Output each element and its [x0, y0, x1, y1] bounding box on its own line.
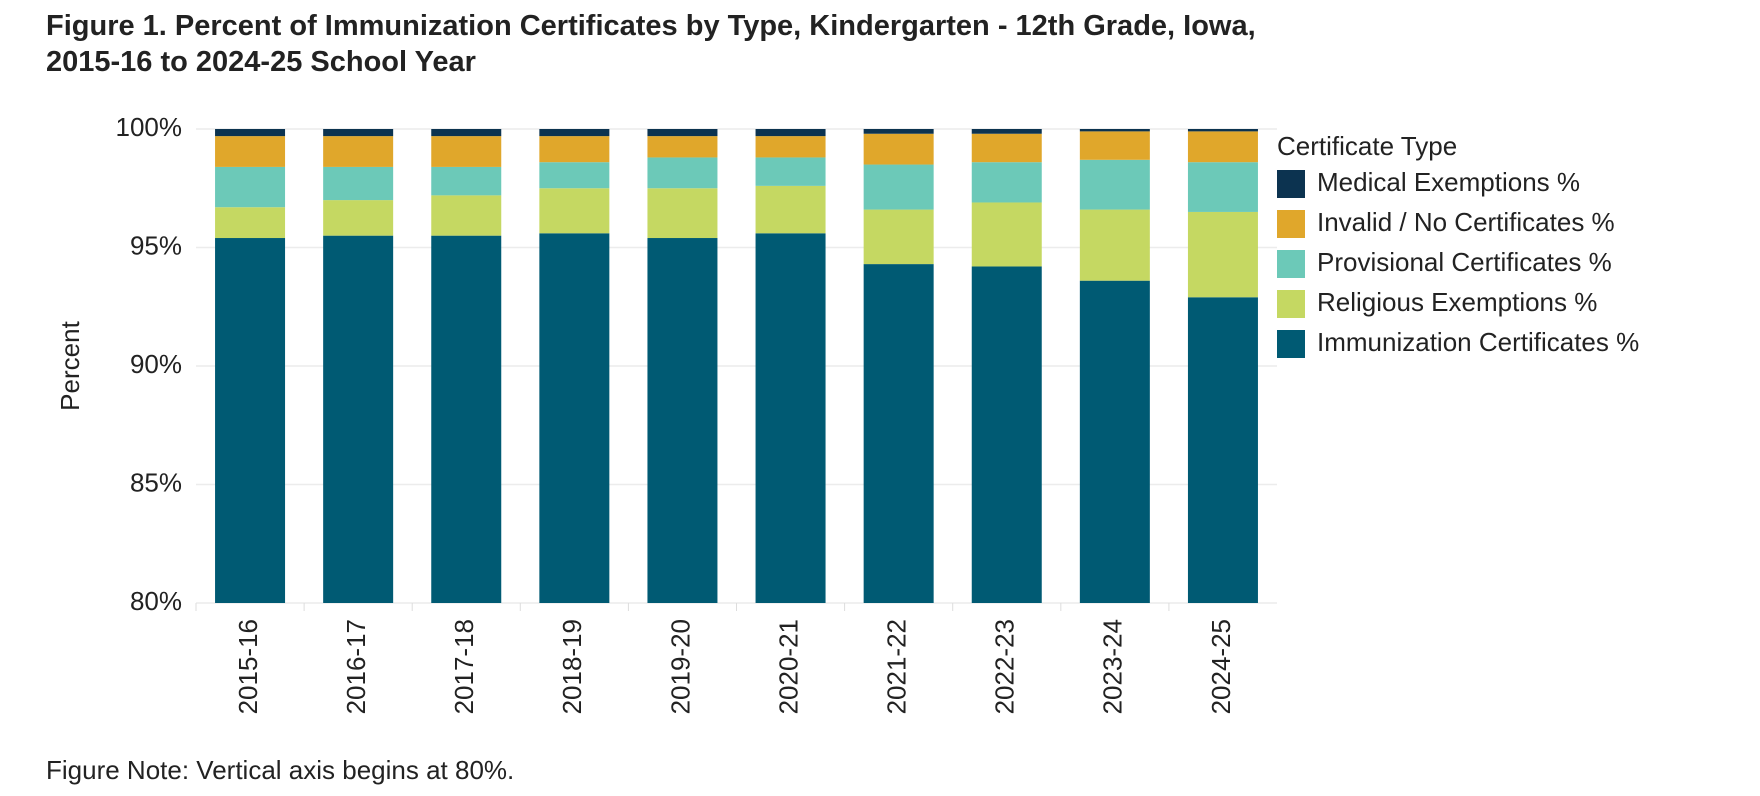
bar-segment	[647, 129, 718, 137]
legend-label: Provisional Certificates %	[1317, 247, 1612, 277]
bar-segment	[431, 235, 502, 603]
bar-segment	[1187, 297, 1258, 603]
legend-swatch	[1277, 250, 1305, 278]
legend-label: Medical Exemptions %	[1317, 167, 1580, 197]
bar-segment	[971, 162, 1042, 203]
bar-segment	[323, 235, 394, 603]
figure-note: Figure Note: Vertical axis begins at 80%…	[46, 755, 515, 785]
x-tick-label: 2020-21	[773, 619, 803, 714]
y-tick-label: 100%	[116, 112, 183, 142]
bar-segment	[863, 264, 934, 603]
y-tick-label: 90%	[130, 349, 182, 379]
bar-segment	[1079, 131, 1150, 160]
bar-segment	[431, 129, 502, 137]
x-tick-label: 2022-23	[990, 619, 1020, 714]
legend-label: Religious Exemptions %	[1317, 287, 1597, 317]
bar-segment	[1079, 129, 1150, 132]
bar-segment	[971, 202, 1042, 267]
x-tick-label: 2018-19	[557, 619, 587, 714]
legend-swatch	[1277, 330, 1305, 358]
legend-swatch	[1277, 170, 1305, 198]
bar-segment	[863, 164, 934, 210]
chart: Percent 80% 85% 90% 95% 100% 2015-16 2016-17 20…	[55, 112, 1639, 715]
legend-label: Immunization Certificates %	[1317, 327, 1639, 357]
bar-segment	[1187, 211, 1258, 298]
bar-segment	[755, 136, 826, 158]
legend-swatch	[1277, 290, 1305, 318]
bar-segment	[431, 166, 502, 196]
bar-segment	[215, 207, 286, 239]
bar-segment	[1187, 131, 1258, 163]
bar-segment	[323, 129, 394, 137]
bar-segment	[215, 238, 286, 603]
bar-segment	[431, 195, 502, 236]
bar-segment	[215, 166, 286, 208]
bar-segment	[215, 136, 286, 167]
bar-segment	[1079, 280, 1150, 603]
bar-segment	[431, 136, 502, 167]
bar-segment	[1187, 162, 1258, 212]
x-tick-label: 2023-24	[1098, 619, 1128, 714]
legend-swatch	[1277, 210, 1305, 238]
bar-segment	[755, 157, 826, 186]
y-tick-label: 95%	[130, 230, 182, 260]
bar-segment	[1079, 159, 1150, 210]
bar-segment	[647, 238, 718, 603]
bar-segment	[1187, 129, 1258, 132]
x-tick-label: 2017-18	[449, 619, 479, 714]
bar-segment	[755, 233, 826, 603]
bar-segment	[539, 162, 610, 189]
x-tick-label: 2019-20	[665, 619, 695, 714]
bar-segment	[971, 133, 1042, 163]
bar-segment	[863, 129, 934, 134]
bar-segment	[539, 188, 610, 234]
bar-segment	[323, 136, 394, 167]
y-tick-label: 80%	[130, 586, 182, 616]
bar-segment	[647, 188, 718, 239]
bar-segment	[863, 209, 934, 265]
bar-segment	[323, 200, 394, 236]
y-axis-label: Percent	[55, 320, 85, 410]
bar-segment	[971, 266, 1042, 603]
bar-segment	[755, 129, 826, 137]
bar-segment	[755, 185, 826, 234]
bar-segment	[647, 136, 718, 158]
bar-segment	[539, 136, 610, 163]
legend-title: Certificate Type	[1277, 131, 1457, 161]
bar-segment	[647, 157, 718, 189]
bar-segment	[1079, 209, 1150, 281]
chart-title: Figure 1. Percent of Immunization Certif…	[46, 10, 1256, 78]
bar-segment	[215, 129, 286, 137]
x-tick-label: 2016-17	[341, 619, 371, 714]
x-tick-label: 2021-22	[882, 619, 912, 714]
bar-segment	[323, 166, 394, 201]
bar-segment	[539, 233, 610, 603]
bar-segment	[971, 129, 1042, 134]
x-tick-label: 2015-16	[233, 619, 263, 714]
legend-label: Invalid / No Certificates %	[1317, 207, 1615, 237]
bar-segment	[539, 129, 610, 137]
y-tick-label: 85%	[130, 467, 182, 497]
bar-segment	[863, 133, 934, 165]
x-tick-label: 2024-25	[1206, 619, 1236, 714]
